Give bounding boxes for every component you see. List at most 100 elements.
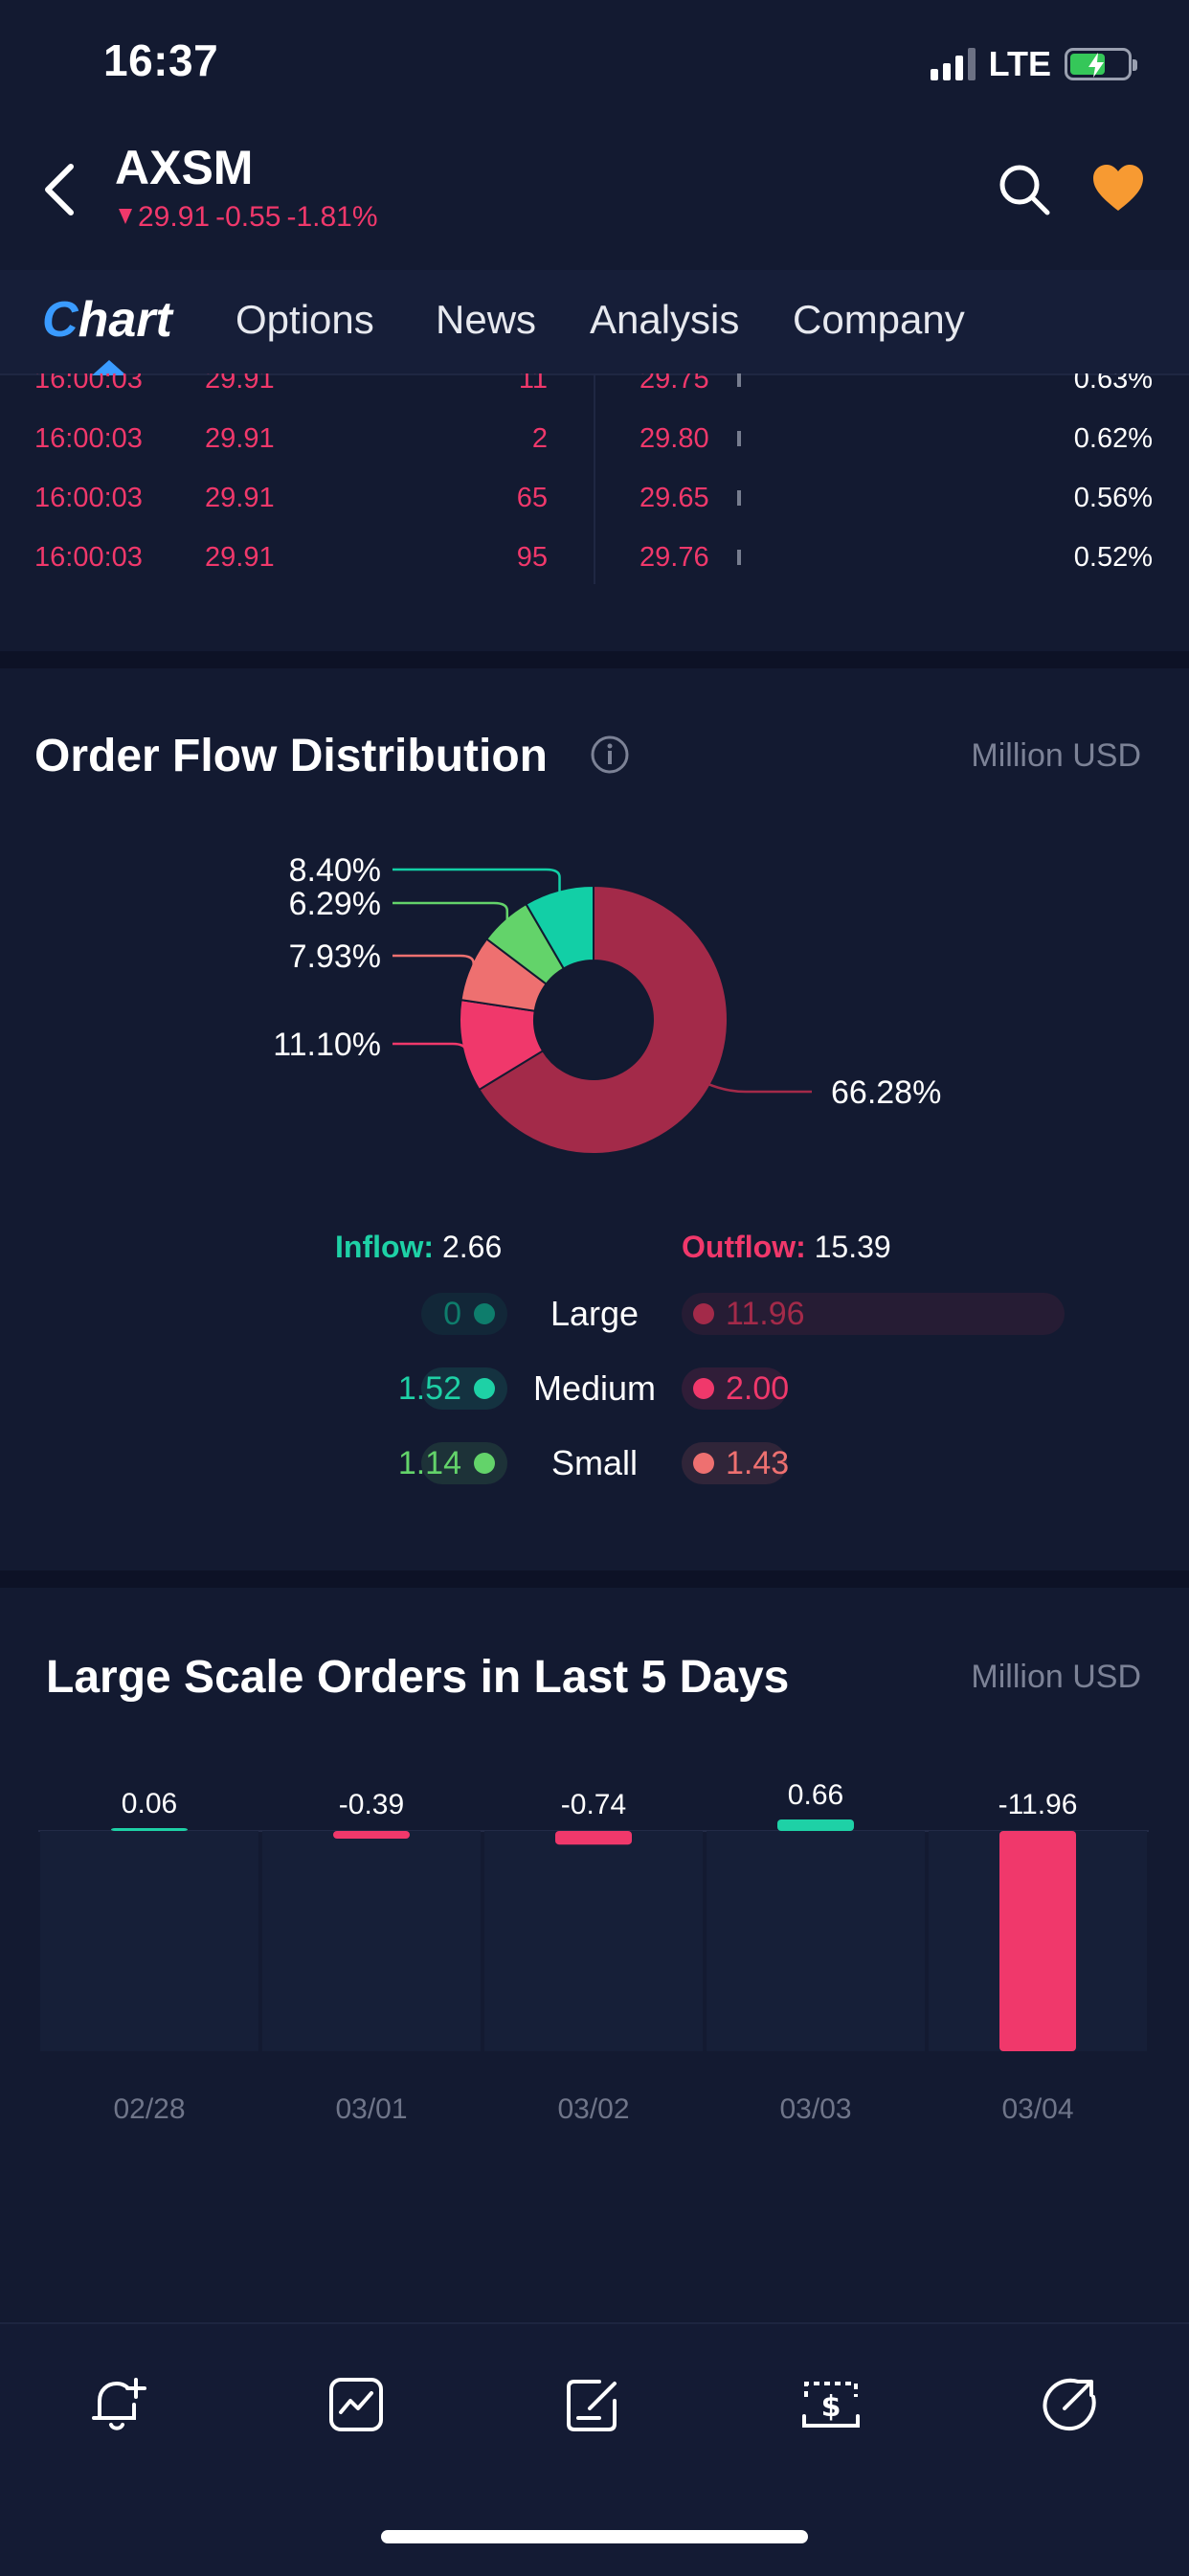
bar-category-label: 03/04 — [1001, 2093, 1073, 2125]
order-flow-breakdown: 0 Large 11.96 1.52 Medium 2.00 1.14 Small 1.43 — [0, 1293, 1189, 1484]
donut-slice-label: 66.28% — [831, 1074, 941, 1111]
search-icon[interactable] — [996, 161, 1053, 218]
large-orders-chart: 0.06 02/28 -0.39 03/01 -0.74 03/02 0.66 03/03 -1… — [38, 1762, 1149, 2145]
status-time: 16:37 — [103, 35, 219, 85]
large-orders-title: Large Scale Orders in Last 5 Days — [46, 1652, 790, 1703]
outflow-label: Outflow: — [682, 1230, 806, 1264]
volume-bar — [737, 431, 741, 446]
inflow-dot — [474, 1303, 495, 1324]
donut-slice — [478, 884, 729, 1155]
donut-slice — [525, 884, 594, 970]
chart-icon[interactable] — [324, 2372, 389, 2437]
bar-category-label: 03/01 — [335, 2093, 407, 2125]
stock-ticker: AXSM — [115, 141, 254, 194]
bar-chart-svg: 0.06 02/28 -0.39 03/01 -0.74 03/02 0.66 03/03 -1… — [38, 1779, 1149, 2125]
order-size-label: Small — [550, 1443, 639, 1482]
down-triangle-icon — [119, 209, 132, 224]
tab-company[interactable]: Company — [793, 297, 965, 342]
outflow-value: 15.39 — [814, 1230, 891, 1264]
bar — [111, 1828, 188, 1831]
inflow-value: 1.52 — [397, 1370, 461, 1407]
info-icon[interactable] — [590, 734, 630, 775]
large-orders-unit: Million USD — [971, 1659, 1141, 1695]
section-divider — [0, 651, 1189, 668]
bar-value-label: -0.74 — [561, 1789, 626, 1820]
bell-plus-icon[interactable] — [86, 2372, 151, 2437]
outflow-value: 11.96 — [726, 1296, 805, 1332]
inflow-dot — [474, 1453, 495, 1474]
share-icon[interactable] — [1036, 2372, 1101, 2437]
battery-icon — [1065, 48, 1137, 80]
outflow-dot — [693, 1453, 714, 1474]
volume-bar — [737, 550, 741, 565]
bar-column-bg — [40, 1831, 258, 2051]
order-flow-title: Order Flow Distribution — [34, 731, 548, 781]
table-divider — [594, 373, 595, 584]
donut-slice-label: 6.29% — [289, 886, 381, 922]
donut-leader-line — [393, 954, 475, 970]
tab-news[interactable]: News — [436, 297, 537, 342]
order-size-label: Large — [550, 1294, 639, 1333]
bar-column-bg — [484, 1831, 703, 2051]
outflow-value: 1.43 — [726, 1445, 790, 1481]
bar — [999, 1831, 1076, 2051]
donut-leader-line — [707, 1082, 812, 1094]
inflow-value: 1.14 — [397, 1445, 461, 1481]
bar — [555, 1831, 632, 1845]
watchlist-heart-icon[interactable] — [1091, 163, 1145, 213]
order-flow-unit: Million USD — [971, 737, 1141, 774]
donut-slice-label: 8.40% — [289, 852, 381, 889]
donut-slice-label: 11.10% — [273, 1027, 381, 1063]
bar-column-bg — [262, 1831, 481, 2051]
outflow-value: 2.00 — [726, 1370, 790, 1407]
home-indicator — [381, 2530, 808, 2543]
bar-column-bg — [707, 1831, 925, 2051]
inflow-value: 0 — [443, 1296, 461, 1332]
outflow-pill — [682, 1293, 1065, 1335]
table-row: 16:00:03 29.91 95 29.76 0.52% — [34, 542, 1153, 573]
bar-value-label: -0.39 — [339, 1789, 404, 1820]
stock-change-pct: -1.81% — [286, 201, 378, 233]
tab-bar: Chart Options News Analysis Company — [0, 270, 1189, 375]
donut-leader-line — [393, 1042, 467, 1052]
bar — [333, 1831, 410, 1839]
bar-category-label: 03/03 — [779, 2093, 851, 2125]
table-row: 16:00:03 29.91 65 29.65 0.56% — [34, 483, 1153, 513]
status-indicators: LTE — [930, 44, 1137, 84]
inflow-value: 2.66 — [441, 1230, 503, 1264]
trades-table: 16:00:03 29.91 11 29.75 0.63% 16:00:03 29.9… — [0, 373, 1189, 651]
table-row: 16:00:03 29.91 11 29.75 0.63% — [34, 373, 1153, 395]
stock-change: -0.55 — [215, 201, 281, 233]
inflow-label: Inflow: — [335, 1230, 435, 1264]
volume-bar — [737, 490, 741, 506]
dollar-icon[interactable]: $ — [798, 2372, 864, 2437]
donut-leader-line — [393, 868, 561, 894]
outflow-summary: Outflow: 15.39 — [682, 1230, 891, 1265]
tab-chart[interactable]: Chart — [42, 292, 172, 348]
donut-chart: 66.28% 11.10% 7.93% 6.29%8.40% — [273, 852, 941, 1155]
bar — [777, 1819, 854, 1831]
section-divider — [0, 1570, 1189, 1588]
order-size-label: Medium — [532, 1368, 657, 1408]
svg-text:$: $ — [821, 2390, 841, 2424]
stock-price: 29.91 — [138, 201, 211, 233]
inflow-summary: Inflow: 2.66 — [335, 1230, 502, 1265]
bar-category-label: 02/28 — [113, 2093, 185, 2125]
donut-leader-line — [393, 901, 509, 923]
edit-icon[interactable] — [561, 2372, 626, 2437]
volume-bar — [737, 373, 741, 387]
active-tab-indicator — [92, 360, 126, 375]
bar-value-label: 0.06 — [122, 1788, 177, 1819]
order-flow-donut: 66.28% 11.10% 7.93% 6.29% 8.40% — [211, 824, 976, 1207]
tab-analysis[interactable]: Analysis — [590, 297, 740, 342]
bar-value-label: 0.66 — [788, 1779, 843, 1811]
signal-icon — [930, 48, 976, 80]
bar-category-label: 03/02 — [557, 2093, 629, 2125]
network-type: LTE — [988, 44, 1051, 83]
back-arrow-icon[interactable] — [38, 163, 80, 216]
stock-quote: 29.91 -0.55 -1.81% — [119, 201, 378, 234]
bar-value-label: -11.96 — [998, 1789, 1078, 1820]
outflow-dot — [693, 1378, 714, 1399]
tab-options[interactable]: Options — [236, 297, 374, 342]
donut-slice-label: 7.93% — [289, 938, 381, 975]
